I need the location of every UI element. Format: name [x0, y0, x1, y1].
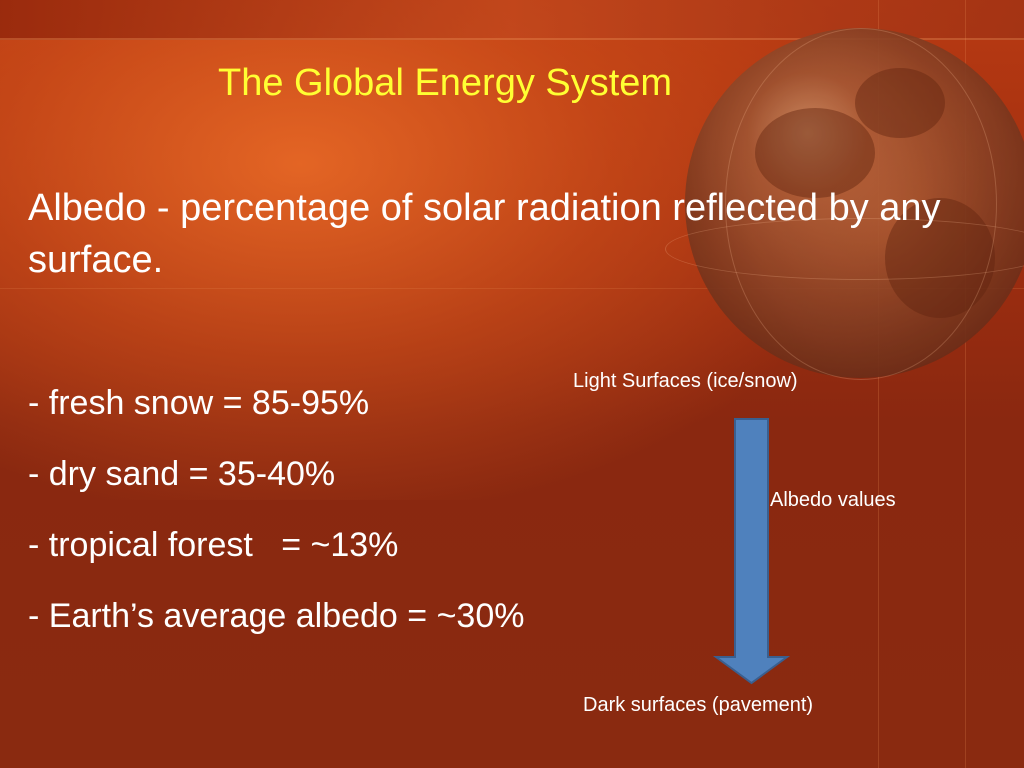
light-surfaces-label: Light Surfaces (ice/snow) [573, 370, 798, 392]
dark-surfaces-label: Dark surfaces (pavement) [583, 694, 814, 716]
albedo-examples-list: - fresh snow = 85-95% - dry sand = 35-40… [28, 384, 525, 668]
background-grid-line [965, 0, 966, 768]
down-arrow-icon [712, 418, 791, 685]
slide-title: The Global Energy System [218, 62, 673, 104]
list-item: - Earth’s average albedo = ~30% [28, 597, 525, 635]
list-item: - fresh snow = 85-95% [28, 384, 370, 422]
background-grid-line [878, 0, 879, 768]
background-grid-line [0, 288, 1024, 289]
globe-icon [665, 28, 1024, 380]
list-item: - dry sand = 35-40% [28, 455, 336, 493]
albedo-definition: Albedo - percentage of solar radiation r… [28, 187, 941, 281]
albedo-values-label: Albedo values [770, 489, 896, 511]
band-divider [0, 38, 1024, 40]
list-item: - tropical forest = ~13% [28, 526, 399, 564]
